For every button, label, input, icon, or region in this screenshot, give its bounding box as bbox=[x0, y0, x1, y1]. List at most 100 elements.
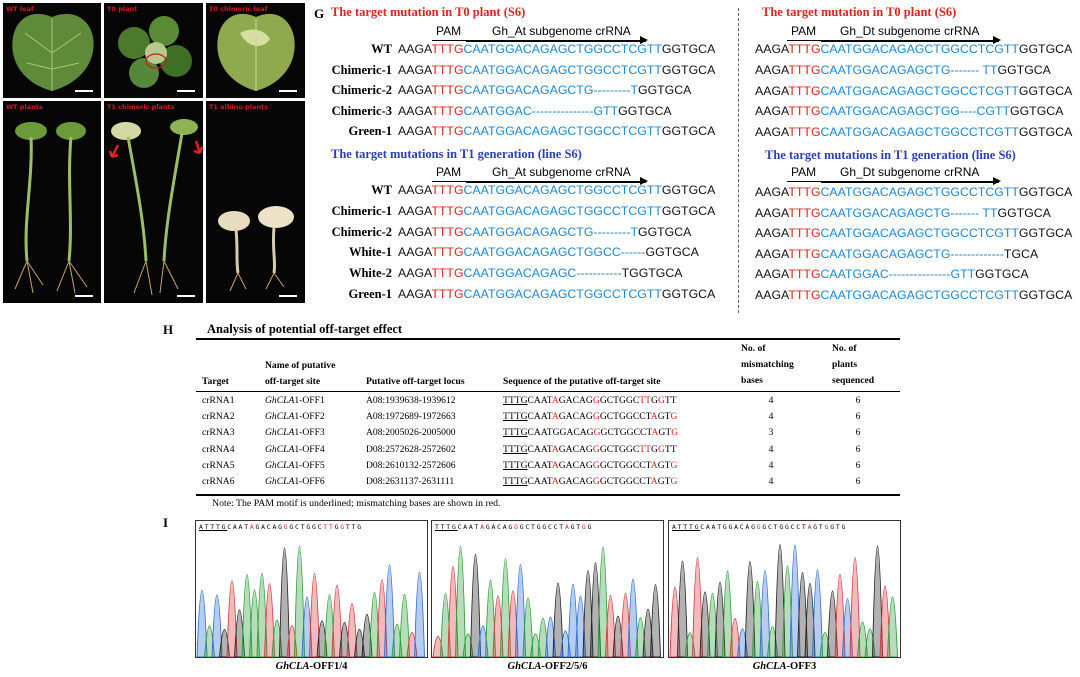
trace-peak bbox=[376, 579, 388, 657]
trace-peak bbox=[752, 581, 763, 657]
sample-label: WT bbox=[371, 183, 392, 197]
crrna-arrow bbox=[466, 178, 648, 184]
cell-mismatch: 4 bbox=[768, 459, 774, 471]
cell-sequence: TTTGCAATGGACAGGGCTGGCCTAGTG bbox=[503, 427, 679, 439]
sample-label: WT bbox=[371, 42, 392, 56]
table-bottom-rule bbox=[196, 494, 900, 496]
trace-peak bbox=[485, 580, 496, 657]
crrna-label: Gh_At subgenome crRNA bbox=[492, 24, 631, 38]
trace-peak bbox=[699, 591, 711, 657]
chromatogram: ATTTGCAATAGACAGGGCTGGCTTGGTTG bbox=[195, 520, 428, 658]
trace-peak bbox=[590, 562, 601, 657]
header-target: Target bbox=[202, 376, 229, 387]
photo-wt-leaf: WT leaf bbox=[3, 3, 101, 98]
cell-plants: 6 bbox=[855, 476, 861, 487]
trace-peak bbox=[567, 584, 579, 657]
cell-target: crRNA2 bbox=[202, 411, 235, 423]
trace-peak bbox=[249, 589, 260, 657]
trace-peak bbox=[470, 554, 481, 657]
pam-label: PAM bbox=[791, 165, 817, 179]
cell-sequence: TTTGCAATAGACAGGGCTGGCTTGGTT bbox=[503, 395, 677, 406]
crrna-label: Gh_At subgenome crRNA bbox=[492, 165, 631, 179]
sample-label: White-1 bbox=[348, 245, 392, 260]
header-name-line1: Name of putative bbox=[265, 360, 336, 371]
trace-plot bbox=[669, 544, 898, 657]
trace-peak bbox=[537, 618, 549, 657]
cell-name: GhCLA1-OFF6 bbox=[265, 476, 325, 487]
trace-peak bbox=[714, 582, 726, 657]
sample-label: Chimeric-3 bbox=[331, 103, 392, 118]
sequence-row: AAGATTTGCAATGGAC---------------GTTGGTGCA bbox=[755, 267, 1029, 281]
pam-label: PAM bbox=[791, 24, 817, 38]
trace-peak bbox=[226, 580, 238, 657]
header-plants-line1: No. of bbox=[832, 343, 857, 354]
sequence-row: AAGATTTGCAATGGAC---------------GTTGGTGCA bbox=[398, 103, 672, 118]
crrna-arrow bbox=[821, 178, 1001, 184]
trace-peak bbox=[241, 574, 253, 657]
trace-peak bbox=[857, 621, 868, 657]
header-plants-line2: plants bbox=[832, 359, 858, 370]
scale-bar bbox=[177, 295, 195, 297]
divider bbox=[738, 8, 739, 313]
base-calls: TTTGCAATAGACAGGGCTGGCCTAGTGG bbox=[435, 523, 594, 531]
trace-peak bbox=[515, 564, 526, 657]
trace-peak bbox=[369, 591, 380, 657]
cell-plants: 6 bbox=[855, 443, 861, 455]
cell-mismatch: 4 bbox=[768, 476, 774, 487]
trace-peak bbox=[849, 557, 861, 657]
chromatogram-label: GhCLA-OFF3 bbox=[752, 661, 817, 672]
seedlings-image bbox=[108, 119, 203, 296]
sequence-row: AAGATTTGCAATGGACAGAGCTGGCCTCGTTGGTGCA bbox=[755, 226, 1073, 240]
trace-peak bbox=[707, 593, 718, 657]
trace-peak bbox=[804, 583, 816, 657]
trace-peak bbox=[759, 569, 771, 657]
leaf-image bbox=[12, 13, 94, 91]
sequence-row: AAGATTTGCAATGGACAGAGCTGGCCTCGTTGGTGCA bbox=[398, 124, 716, 138]
trace-peak bbox=[782, 565, 793, 657]
trace-peak bbox=[384, 564, 395, 657]
header-plants-line3: sequenced bbox=[832, 375, 875, 386]
sequence-row: AAGATTTGCAATGGACAGAGCTG---------TGGTGCA bbox=[398, 224, 692, 239]
photo-caption: T1 chimeric plants bbox=[107, 103, 175, 111]
cell-plants: 6 bbox=[855, 459, 861, 471]
cell-locus: A08:2005026-2005000 bbox=[366, 427, 456, 439]
cell-locus: A08:1972689-1972663 bbox=[366, 411, 456, 423]
trace-peak bbox=[797, 571, 808, 657]
cell-sequence: TTTGCAATAGACAGGGCTGGCTTGGTT bbox=[503, 443, 677, 455]
photo-t0-plant: T0 plant bbox=[104, 3, 203, 98]
sequence-row: AAGATTTGCAATGGACAGAGCTGGCCTCGTTGGTGCA bbox=[755, 42, 1073, 56]
header-mismatch-line3: bases bbox=[741, 375, 763, 386]
sequence-row: AAGATTTGCAATGGACAGAGCTGGCCTCGTTGGTGCA bbox=[755, 125, 1073, 140]
plant-image bbox=[118, 16, 192, 88]
crrna-arrow bbox=[466, 37, 648, 43]
sample-label: Green-1 bbox=[348, 287, 392, 301]
scale-bar bbox=[75, 90, 93, 92]
cell-mismatch: 4 bbox=[768, 395, 774, 406]
trace-peak bbox=[692, 557, 703, 657]
trace-plot bbox=[196, 545, 425, 657]
trace-peak bbox=[211, 594, 223, 657]
sequence-row: AAGATTTGCAATGGACAGAGCTGGCCTCGTTGGTGCA bbox=[398, 203, 716, 218]
cell-plants: 6 bbox=[855, 411, 861, 423]
sample-label: White-2 bbox=[348, 266, 392, 281]
trace-peak bbox=[256, 572, 268, 657]
pam-line bbox=[787, 181, 821, 182]
trace-peak bbox=[507, 590, 519, 657]
trace-peak bbox=[887, 596, 898, 657]
sequence-row: AAGATTTGCAATGGACAGAGCTG-------------TGCA bbox=[755, 246, 1039, 261]
photo-t1-chimeric-plants: T1 chimeric plants bbox=[104, 101, 203, 303]
trace-peak bbox=[677, 560, 688, 657]
trace-plot bbox=[432, 545, 661, 657]
chromatogram: TTTGCAATAGACAGGGCTGGCCTAGTGG bbox=[431, 520, 664, 658]
photo-caption: T1 albino plants bbox=[209, 103, 268, 111]
sequence-row: AAGATTTGCAATGGACAGAGCTGGCCTCGTTGGTGCA bbox=[398, 287, 716, 301]
pam-label: PAM bbox=[436, 165, 462, 179]
trace-peak bbox=[414, 571, 425, 657]
header-sequence: Sequence of the putative off-target site bbox=[503, 376, 661, 387]
trace-peak bbox=[789, 544, 801, 657]
block-title-at-t1: The target mutations in T1 generation (l… bbox=[331, 147, 582, 161]
cell-sequence: TTTGCAATAGACAGGGCTGGCCTAGTG bbox=[503, 476, 678, 487]
trace-peak bbox=[744, 561, 756, 657]
pam-label: PAM bbox=[436, 24, 462, 38]
cell-mismatch: 4 bbox=[768, 443, 774, 455]
